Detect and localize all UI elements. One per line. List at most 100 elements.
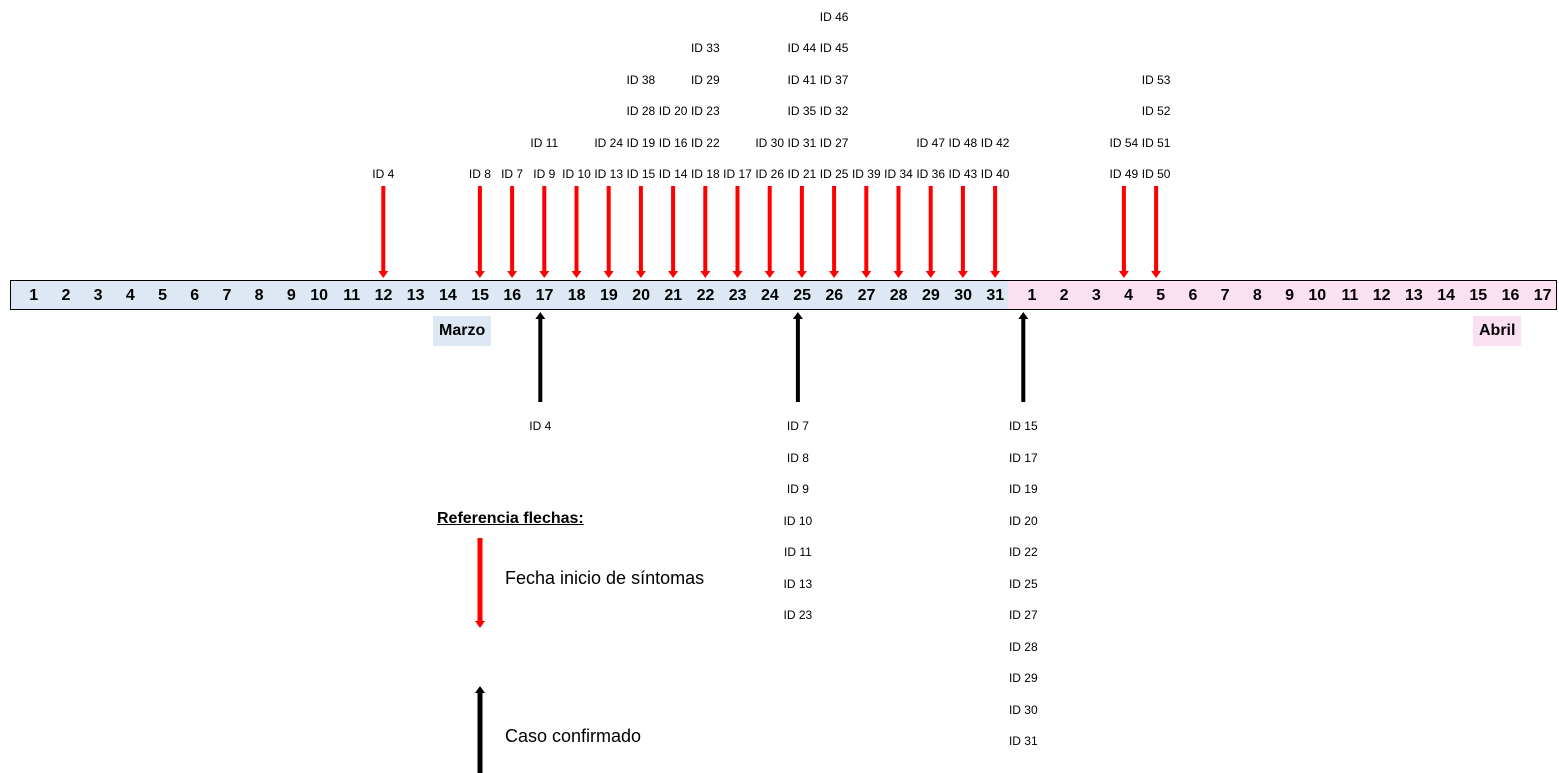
day-cell-march: 13	[396, 280, 430, 310]
confirmed-id-label: ID 4	[529, 419, 552, 433]
day-cell-april: 7	[1201, 280, 1235, 310]
symptom-id-label: ID 14	[658, 167, 688, 181]
day-cell-march: 25	[782, 280, 816, 310]
symptom-id-label: ID 49	[1109, 167, 1139, 181]
symptom-id-label: ID 36	[916, 167, 946, 181]
confirmed-id-label: ID 31	[1008, 734, 1038, 748]
day-cell-april: 13	[1394, 280, 1428, 310]
symptom-id-label: ID 40	[980, 167, 1010, 181]
symptom-id-label: ID 9	[533, 167, 556, 181]
day-cell-march: 17	[525, 280, 559, 310]
day-cell-march: 30	[943, 280, 977, 310]
symptom-id-label: ID 32	[819, 104, 849, 118]
day-cell-march: 18	[557, 280, 591, 310]
day-cell-march: 2	[42, 280, 76, 310]
symptom-id-label: ID 47	[916, 135, 946, 150]
day-cell-march: 14	[428, 280, 462, 310]
day-cell-april: 11	[1330, 280, 1364, 310]
symptom-id-label: ID 20	[658, 104, 688, 118]
symptom-id-label: ID 39	[851, 167, 881, 181]
symptom-arrow	[1118, 186, 1129, 278]
symptom-id-label: ID 44	[787, 41, 817, 55]
symptom-id-label: ID 11	[530, 135, 559, 150]
symptom-arrow	[507, 186, 518, 278]
symptom-id-label: ID 31	[787, 135, 817, 150]
day-cell-march: 27	[847, 280, 881, 310]
day-cell-march: 31	[976, 280, 1010, 310]
symptom-id-label: ID 7	[501, 167, 524, 181]
legend-title: Referencia flechas:	[437, 510, 584, 527]
day-cell-april: 16	[1491, 280, 1525, 310]
symptom-id-label: ID 13	[594, 167, 624, 181]
day-cell-april: 2	[1040, 280, 1074, 310]
symptom-id-label: ID 42	[980, 135, 1010, 150]
day-cell-march: 20	[621, 280, 655, 310]
confirmed-id-label: ID 15	[1008, 419, 1038, 433]
symptom-id-label: ID 16	[658, 135, 688, 150]
day-cell-march: 12	[364, 280, 398, 310]
legend-symptom-label: Fecha inicio de síntomas	[505, 568, 705, 588]
confirmed-id-label: ID 13	[783, 576, 813, 591]
symptom-arrow	[957, 186, 968, 278]
symptom-id-label: ID 48	[948, 135, 978, 150]
symptom-id-label: ID 38	[626, 72, 656, 87]
symptom-id-label: ID 52	[1141, 104, 1171, 118]
symptom-id-label: ID 15	[626, 167, 656, 181]
day-cell-april: 10	[1298, 280, 1332, 310]
symptom-arrow	[1151, 186, 1162, 278]
symptom-id-label: ID 51	[1141, 135, 1171, 150]
day-cell-april: 14	[1426, 280, 1460, 310]
day-cell-april: 4	[1104, 280, 1138, 310]
symptom-arrow	[764, 186, 775, 278]
symptom-id-label: ID 21	[787, 167, 817, 181]
symptom-id-label: ID 54	[1109, 135, 1139, 150]
day-cell-march: 1	[10, 280, 44, 310]
day-cell-march: 11	[332, 280, 366, 310]
day-cell-april: 15	[1459, 280, 1493, 310]
symptom-id-label: ID 45	[819, 41, 849, 55]
day-cell-march: 8	[235, 280, 269, 310]
day-cell-march: 26	[815, 280, 849, 310]
legend-symptom-arrow	[475, 538, 485, 628]
day-cell-march: 19	[589, 280, 623, 310]
symptom-arrow	[571, 186, 582, 278]
confirmed-id-label: ID 29	[1008, 671, 1038, 685]
day-cell-march: 6	[171, 280, 205, 310]
symptom-arrow	[539, 186, 550, 278]
confirmed-id-label: ID 25	[1008, 576, 1038, 591]
symptom-id-label: ID 22	[690, 135, 720, 150]
symptom-id-label: ID 8	[468, 167, 491, 181]
symptom-arrow	[990, 186, 1001, 278]
symptom-id-label: ID 18	[690, 167, 720, 181]
confirmed-id-label: ID 7	[786, 419, 809, 433]
symptom-id-label: ID 46	[819, 9, 849, 24]
day-cell-april: 9	[1265, 280, 1299, 310]
day-cell-march: 22	[686, 280, 720, 310]
symptom-arrow	[378, 186, 389, 278]
symptom-arrow	[668, 186, 679, 278]
symptom-id-label: ID 50	[1141, 167, 1171, 181]
confirmed-id-label: ID 10	[783, 513, 813, 528]
confirmed-id-label: ID 20	[1008, 513, 1038, 528]
confirmed-id-label: ID 9	[786, 482, 809, 496]
legend-confirmed-arrow	[475, 686, 485, 773]
confirmed-arrow	[1018, 312, 1029, 402]
day-cell-march: 23	[718, 280, 752, 310]
symptom-id-label: ID 34	[884, 167, 913, 181]
confirmed-id-label: ID 11	[783, 545, 812, 559]
symptom-arrow	[603, 186, 614, 278]
symptom-id-label: ID 28	[626, 104, 656, 118]
day-cell-april: 1	[1008, 280, 1042, 310]
day-cell-march: 15	[460, 280, 494, 310]
confirmed-id-label: ID 22	[1008, 545, 1038, 559]
symptom-arrow	[861, 186, 872, 278]
day-cell-april: 12	[1362, 280, 1396, 310]
symptom-id-label: ID 27	[819, 135, 849, 150]
day-cell-march: 10	[299, 280, 333, 310]
day-cell-march: 4	[106, 280, 140, 310]
confirmed-id-label: ID 19	[1008, 482, 1038, 496]
symptom-arrow	[700, 186, 711, 278]
day-cell-march: 21	[654, 280, 688, 310]
month-label-march: Marzo	[433, 316, 492, 346]
confirmed-id-label: ID 23	[783, 608, 813, 622]
